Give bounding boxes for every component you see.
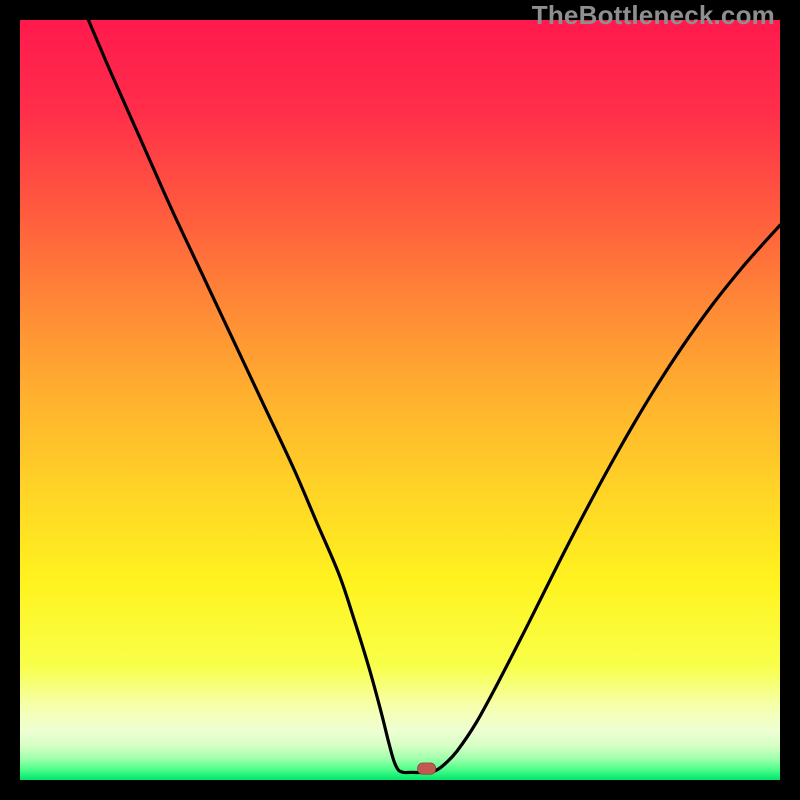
bottleneck-curve	[88, 20, 780, 773]
plot-area	[20, 20, 780, 780]
minimum-marker	[417, 763, 435, 774]
chart-frame: TheBottleneck.com	[0, 0, 800, 800]
watermark-text: TheBottleneck.com	[532, 0, 775, 31]
curve-overlay	[20, 20, 780, 780]
